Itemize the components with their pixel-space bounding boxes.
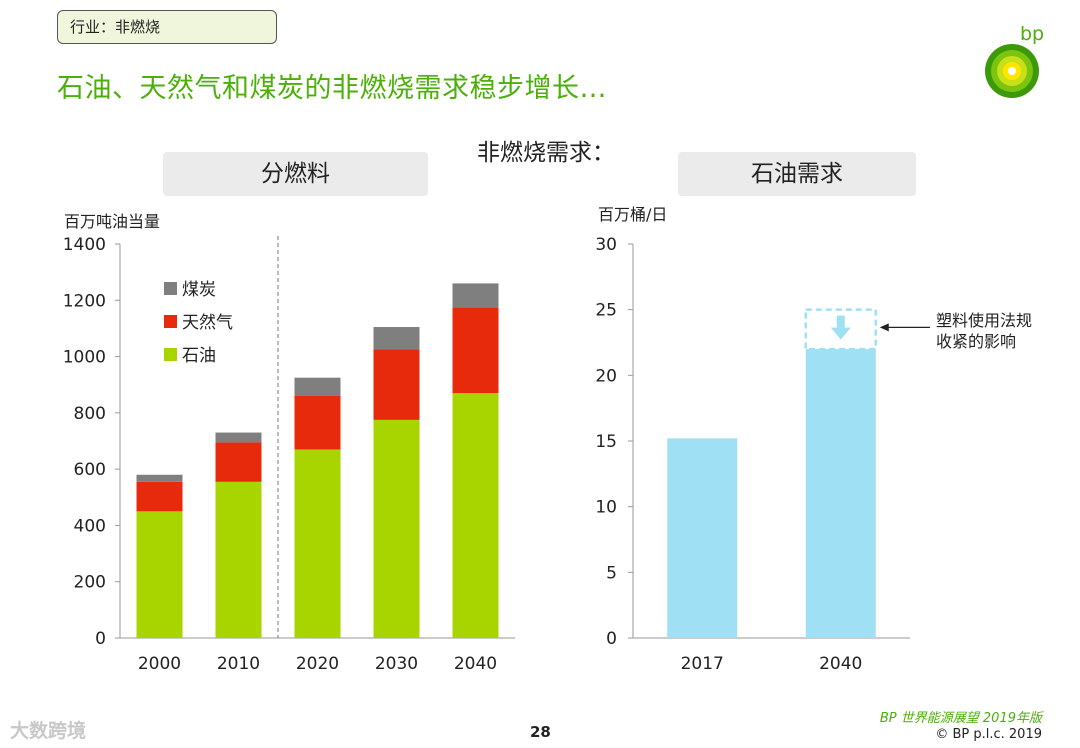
annotation-callout: 塑料使用法规 收紧的影响 xyxy=(936,310,1032,352)
left-x-tick-label: 2000 xyxy=(138,654,181,674)
callout-arrow-head xyxy=(879,323,889,332)
left-y-tick-label: 800 xyxy=(74,404,106,424)
impact-dashed-box xyxy=(804,308,877,351)
impact-arrow-shaft xyxy=(836,315,845,328)
left-y-tick-label: 1400 xyxy=(63,235,106,255)
bar-segment-天然气 xyxy=(136,481,183,512)
impact-arrow-head xyxy=(830,327,851,340)
legend-label: 天然气 xyxy=(182,313,233,333)
left-x-tick-label: 2030 xyxy=(375,654,418,674)
left-y-tick-label: 1200 xyxy=(63,291,106,311)
left-y-tick-label: 200 xyxy=(74,573,106,593)
bar-segment-石油 xyxy=(452,393,499,638)
bar-segment-煤炭 xyxy=(136,474,183,482)
right-y-tick-label: 5 xyxy=(606,563,617,583)
left-x-tick-label: 2040 xyxy=(454,654,497,674)
legend-swatch-煤炭 xyxy=(164,282,177,295)
left-panel-label: 分燃料 xyxy=(163,152,428,196)
left-x-tick-label: 2010 xyxy=(217,654,260,674)
right-y-tick-label: 20 xyxy=(595,366,617,386)
bar-segment-石油 xyxy=(215,481,262,638)
right-y-tick-label: 0 xyxy=(606,629,617,649)
oil-bar-2017 xyxy=(667,438,738,638)
page-number: 28 xyxy=(530,723,551,741)
oil-bar-2040 xyxy=(805,349,876,638)
copyright-label: © BP p.l.c. 2019 xyxy=(935,727,1042,742)
bar-segment-天然气 xyxy=(294,395,341,450)
bar-segment-煤炭 xyxy=(294,377,341,396)
bar-segment-煤炭 xyxy=(452,283,499,308)
right-unit-label: 百万桶/日 xyxy=(598,205,668,224)
annotation-line-2: 收紧的影响 xyxy=(936,332,1017,351)
bp-logo-text: bp xyxy=(1020,23,1044,45)
bar-segment-石油 xyxy=(294,449,341,638)
bar-segment-煤炭 xyxy=(215,432,262,443)
bar-segment-天然气 xyxy=(452,307,499,394)
annotation-line-1: 塑料使用法规 xyxy=(936,311,1033,330)
right-panel-label: 石油需求 xyxy=(678,152,916,196)
right-x-tick-label: 2040 xyxy=(819,654,862,674)
left-y-tick-label: 400 xyxy=(74,516,106,536)
legend-swatch-天然气 xyxy=(164,315,177,328)
left-y-tick-label: 1000 xyxy=(63,348,106,368)
bar-segment-石油 xyxy=(136,511,183,638)
section-tag: 行业：非燃烧 xyxy=(57,10,277,44)
chart-subtitle: 非燃烧需求： xyxy=(477,140,615,166)
right-y-tick-label: 10 xyxy=(595,498,617,518)
right-y-tick-label: 15 xyxy=(595,432,617,452)
bar-segment-煤炭 xyxy=(373,327,420,350)
left-x-tick-label: 2020 xyxy=(296,654,339,674)
bp-logo: bp xyxy=(985,23,1044,98)
right-y-tick-label: 30 xyxy=(595,235,617,255)
page-title: 石油、天然气和煤炭的非燃烧需求稳步增长… xyxy=(57,73,607,104)
legend-label: 煤炭 xyxy=(182,280,216,300)
bar-segment-天然气 xyxy=(373,349,420,420)
source-label: BP 世界能源展望 2019年版 xyxy=(879,711,1042,726)
right-y-tick-label: 25 xyxy=(595,301,617,321)
left-unit-label: 百万吨油当量 xyxy=(64,212,161,231)
legend-label: 石油 xyxy=(182,346,216,366)
watermark: 大数跨境 xyxy=(10,720,87,742)
bar-segment-石油 xyxy=(373,419,420,638)
left-y-tick-label: 600 xyxy=(74,460,106,480)
right-x-tick-label: 2017 xyxy=(681,654,724,674)
bar-segment-天然气 xyxy=(215,442,262,482)
legend-swatch-石油 xyxy=(164,348,177,361)
left-y-tick-label: 0 xyxy=(95,629,106,649)
